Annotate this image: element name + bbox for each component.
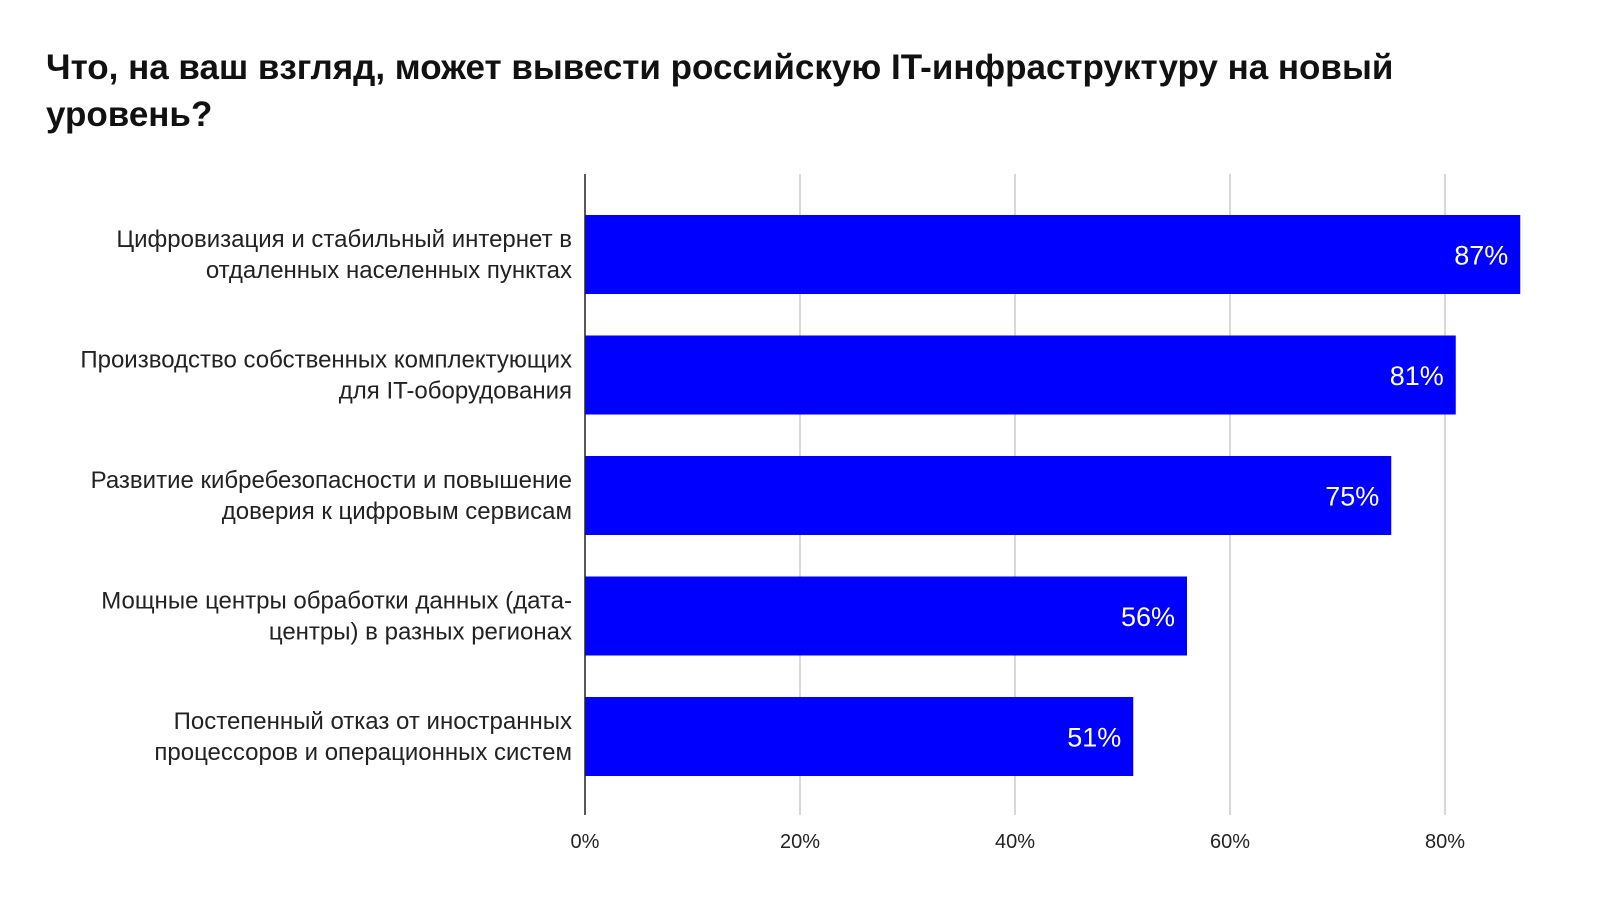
x-tick-label-20: 20%	[780, 831, 820, 853]
category-label-line: Мощные центры обработки данных (дата-	[101, 588, 572, 615]
category-label-1: Цифровизация и стабильный интернет в отда…	[116, 226, 572, 284]
bar-3	[585, 456, 1392, 535]
bar-4	[585, 576, 1187, 656]
category-label-line: Развитие кибребезопасности и повышение	[91, 467, 572, 494]
category-label-3: Развитие кибребезопасности и повышение до…	[91, 467, 572, 525]
data-label-2: 81%	[1390, 361, 1444, 391]
category-label-line: для IT-оборудования	[339, 378, 572, 405]
category-label-line: Производство собственных комплектующих	[80, 347, 572, 374]
category-label-5: Постепенный отказ от иностранных процессо…	[154, 708, 572, 766]
category-label-line: доверия к цифровым сервисам	[222, 498, 572, 525]
chart-title: Что, на ваш взгляд, может вывести россий…	[46, 48, 1394, 134]
category-label-line: центры) в разных регионах	[269, 619, 572, 646]
data-label-1: 87%	[1454, 241, 1508, 271]
bars: 87% 81% 75% 56% 51%	[585, 215, 1521, 776]
category-label-line: Цифровизация и стабильный интернет в	[116, 226, 572, 253]
x-axis-tick-labels: 0% 20% 40% 60% 80%	[571, 831, 1466, 853]
bar-2	[585, 335, 1456, 415]
x-tick-label-40: 40%	[995, 831, 1035, 853]
category-label-line: отдаленных населенных пунктах	[206, 257, 572, 284]
data-label-5: 51%	[1067, 723, 1121, 753]
bar-1	[585, 215, 1521, 294]
x-tick-label-0: 0%	[571, 831, 600, 853]
x-tick-label-80: 80%	[1425, 831, 1465, 853]
x-tick-label-60: 60%	[1210, 831, 1250, 853]
category-labels: Цифровизация и стабильный интернет в отда…	[80, 226, 572, 766]
data-label-3: 75%	[1325, 482, 1379, 512]
data-label-4: 56%	[1121, 602, 1175, 632]
category-label-4: Мощные центры обработки данных (дата-цен…	[101, 588, 572, 646]
category-label-2: Производство собственных комплектующих дл…	[80, 347, 572, 405]
bar-5	[585, 697, 1134, 776]
category-label-line: Постепенный отказ от иностранных	[174, 708, 572, 735]
category-label-line: процессоров и операционных систем	[154, 739, 572, 766]
